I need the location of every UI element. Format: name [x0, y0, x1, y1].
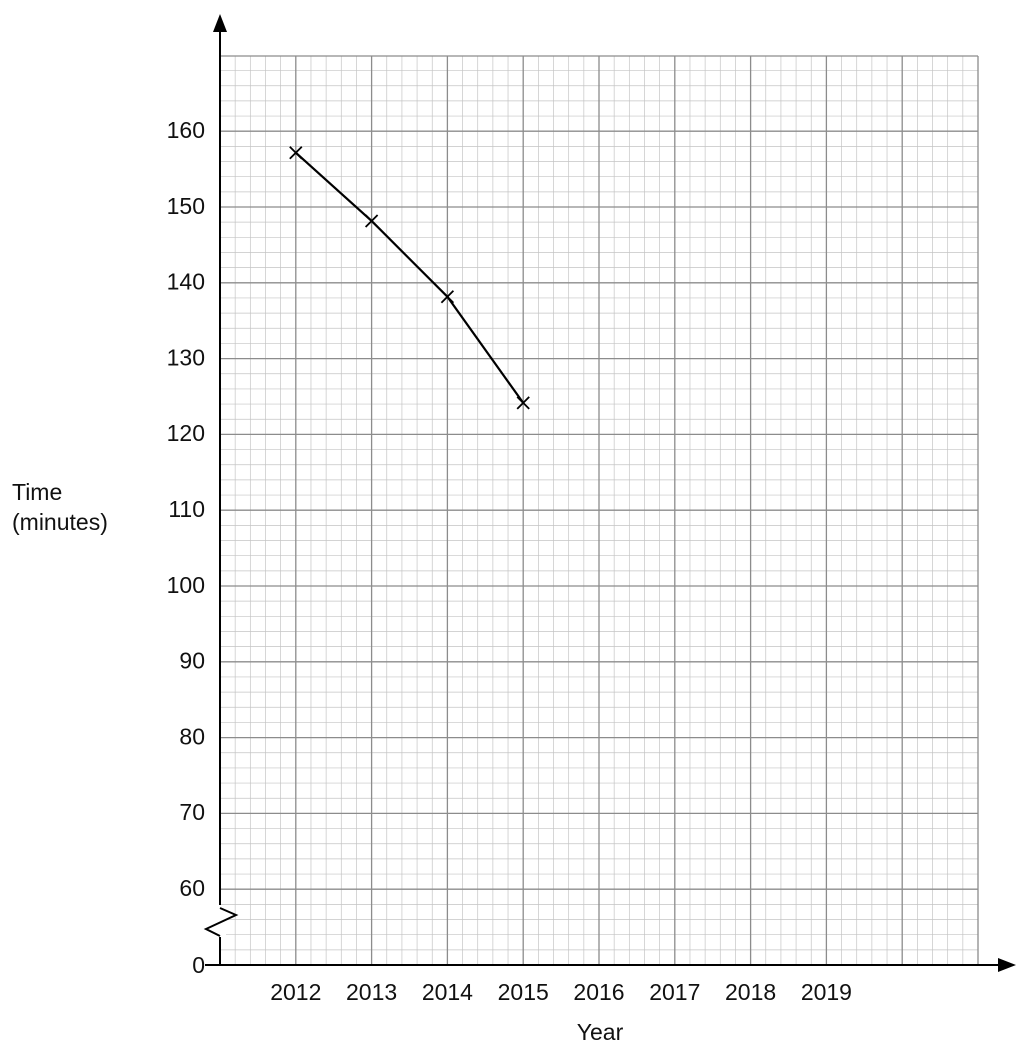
y-axis-label-line-2: (minutes)	[12, 509, 108, 535]
x-tick-label: 2015	[498, 979, 549, 1005]
y-tick-label: 120	[167, 420, 205, 446]
y-tick-label: 140	[167, 269, 205, 295]
data-point-marker	[364, 214, 379, 228]
data-point-marker	[516, 396, 530, 410]
y-axis-arrow	[213, 14, 227, 32]
y-tick-label: 160	[167, 117, 205, 143]
major-grid	[219, 55, 979, 966]
axis-break-zigzag	[203, 907, 239, 937]
x-tick-label: 2012	[270, 979, 321, 1005]
x-tick-label: 2019	[801, 979, 852, 1005]
x-tick-label: 2016	[573, 979, 624, 1005]
y-tick-label: 110	[168, 496, 205, 522]
y-axis-label-line-1: Time	[12, 479, 62, 505]
y-tick-label: 150	[167, 193, 205, 219]
x-tick-labels: 2012 2013 2014 2015 2016 2017 2018 2019	[270, 979, 852, 1005]
y-tick-label: 90	[179, 648, 205, 674]
y-tick-label: 130	[167, 344, 205, 370]
y-tick-label: 70	[179, 799, 205, 825]
series-line	[295, 151, 525, 404]
x-tick-label: 2017	[649, 979, 700, 1005]
x-axis-label: Year	[577, 1019, 624, 1045]
data-point-marker	[289, 146, 303, 160]
y-tick-labels: 60 70 80 90 100 110 120 130 140 150 160 0	[167, 117, 205, 978]
y-tick-label: 80	[179, 723, 205, 749]
x-tick-label: 2014	[422, 979, 473, 1005]
y-tick-label-zero: 0	[192, 952, 205, 978]
x-axis-arrow	[998, 958, 1016, 972]
data-point-marker	[440, 290, 455, 304]
x-tick-label: 2013	[346, 979, 397, 1005]
y-tick-label: 60	[179, 875, 205, 901]
x-tick-label: 2018	[725, 979, 776, 1005]
data-markers	[289, 146, 530, 410]
y-tick-label: 100	[167, 572, 205, 598]
y-axis-break-symbol	[203, 905, 239, 937]
